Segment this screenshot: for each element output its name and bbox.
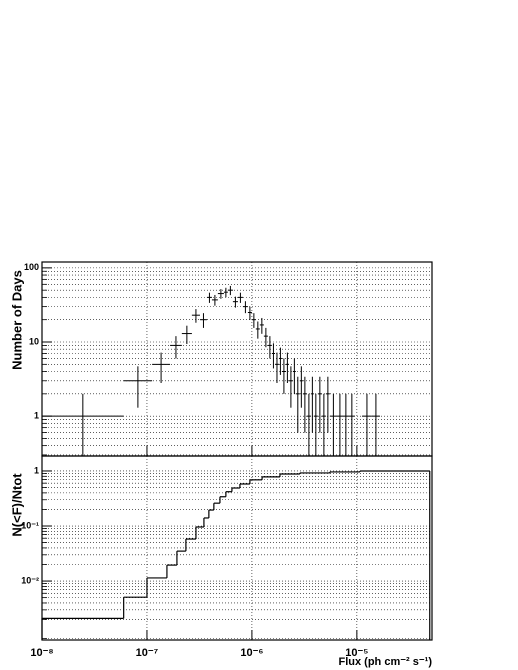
- y-tick-label: 10⁻¹: [21, 520, 39, 530]
- plot-frame: [41, 455, 433, 641]
- x-tick-label: 10⁻⁶: [240, 647, 263, 659]
- y-tick-label: 1: [34, 465, 39, 475]
- y-tick-label: 100: [24, 262, 39, 272]
- y-axis-label: N(<F)/Ntot: [9, 473, 24, 537]
- x-tick-label: 10⁻⁷: [136, 647, 159, 659]
- x-tick-label: 10⁻⁵: [345, 647, 368, 659]
- plot-frame: [41, 261, 433, 457]
- x-tick-label: 10⁻⁸: [30, 647, 53, 659]
- y-tick-label: 10: [29, 336, 39, 346]
- y-axis-label: Number of Days: [9, 270, 24, 370]
- y-tick-label: 10⁻²: [21, 575, 39, 585]
- y-tick-label: 1: [34, 411, 39, 421]
- x-axis-label: Flux (ph cm⁻² s⁻¹): [339, 656, 433, 668]
